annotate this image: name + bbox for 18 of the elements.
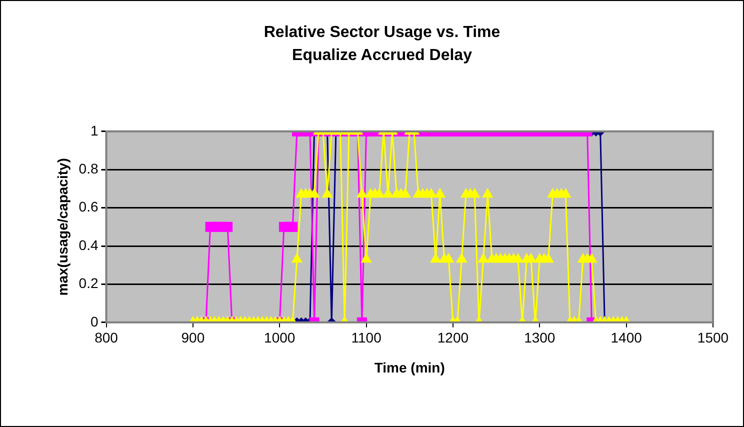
y-axis-title: max(usage/capacity) — [54, 158, 70, 296]
y-tick-label: 1 — [90, 122, 98, 138]
y-tick-label: 0.4 — [78, 236, 98, 253]
x-tick-label: 900 — [181, 330, 205, 346]
x-tick-label: 800 — [94, 330, 118, 346]
x-tick-label: 1300 — [524, 330, 556, 346]
x-tick-label: 1100 — [351, 330, 382, 346]
x-tick-label: 1400 — [610, 330, 642, 346]
chart-subtitle: Equalize Accrued Delay — [292, 47, 472, 64]
x-tick-label: 1200 — [437, 330, 469, 346]
y-tick-label: 0 — [90, 313, 98, 330]
y-tick-label: 0.6 — [78, 198, 98, 215]
x-tick-label: 1000 — [264, 330, 296, 346]
x-axis-title: Time (min) — [374, 359, 445, 376]
chart-title: Relative Sector Usage vs. Time — [264, 24, 500, 42]
x-tick-label: 1500 — [697, 330, 729, 346]
y-tick-label: 0.2 — [78, 275, 98, 292]
y-tick-label: 0.8 — [78, 160, 98, 176]
